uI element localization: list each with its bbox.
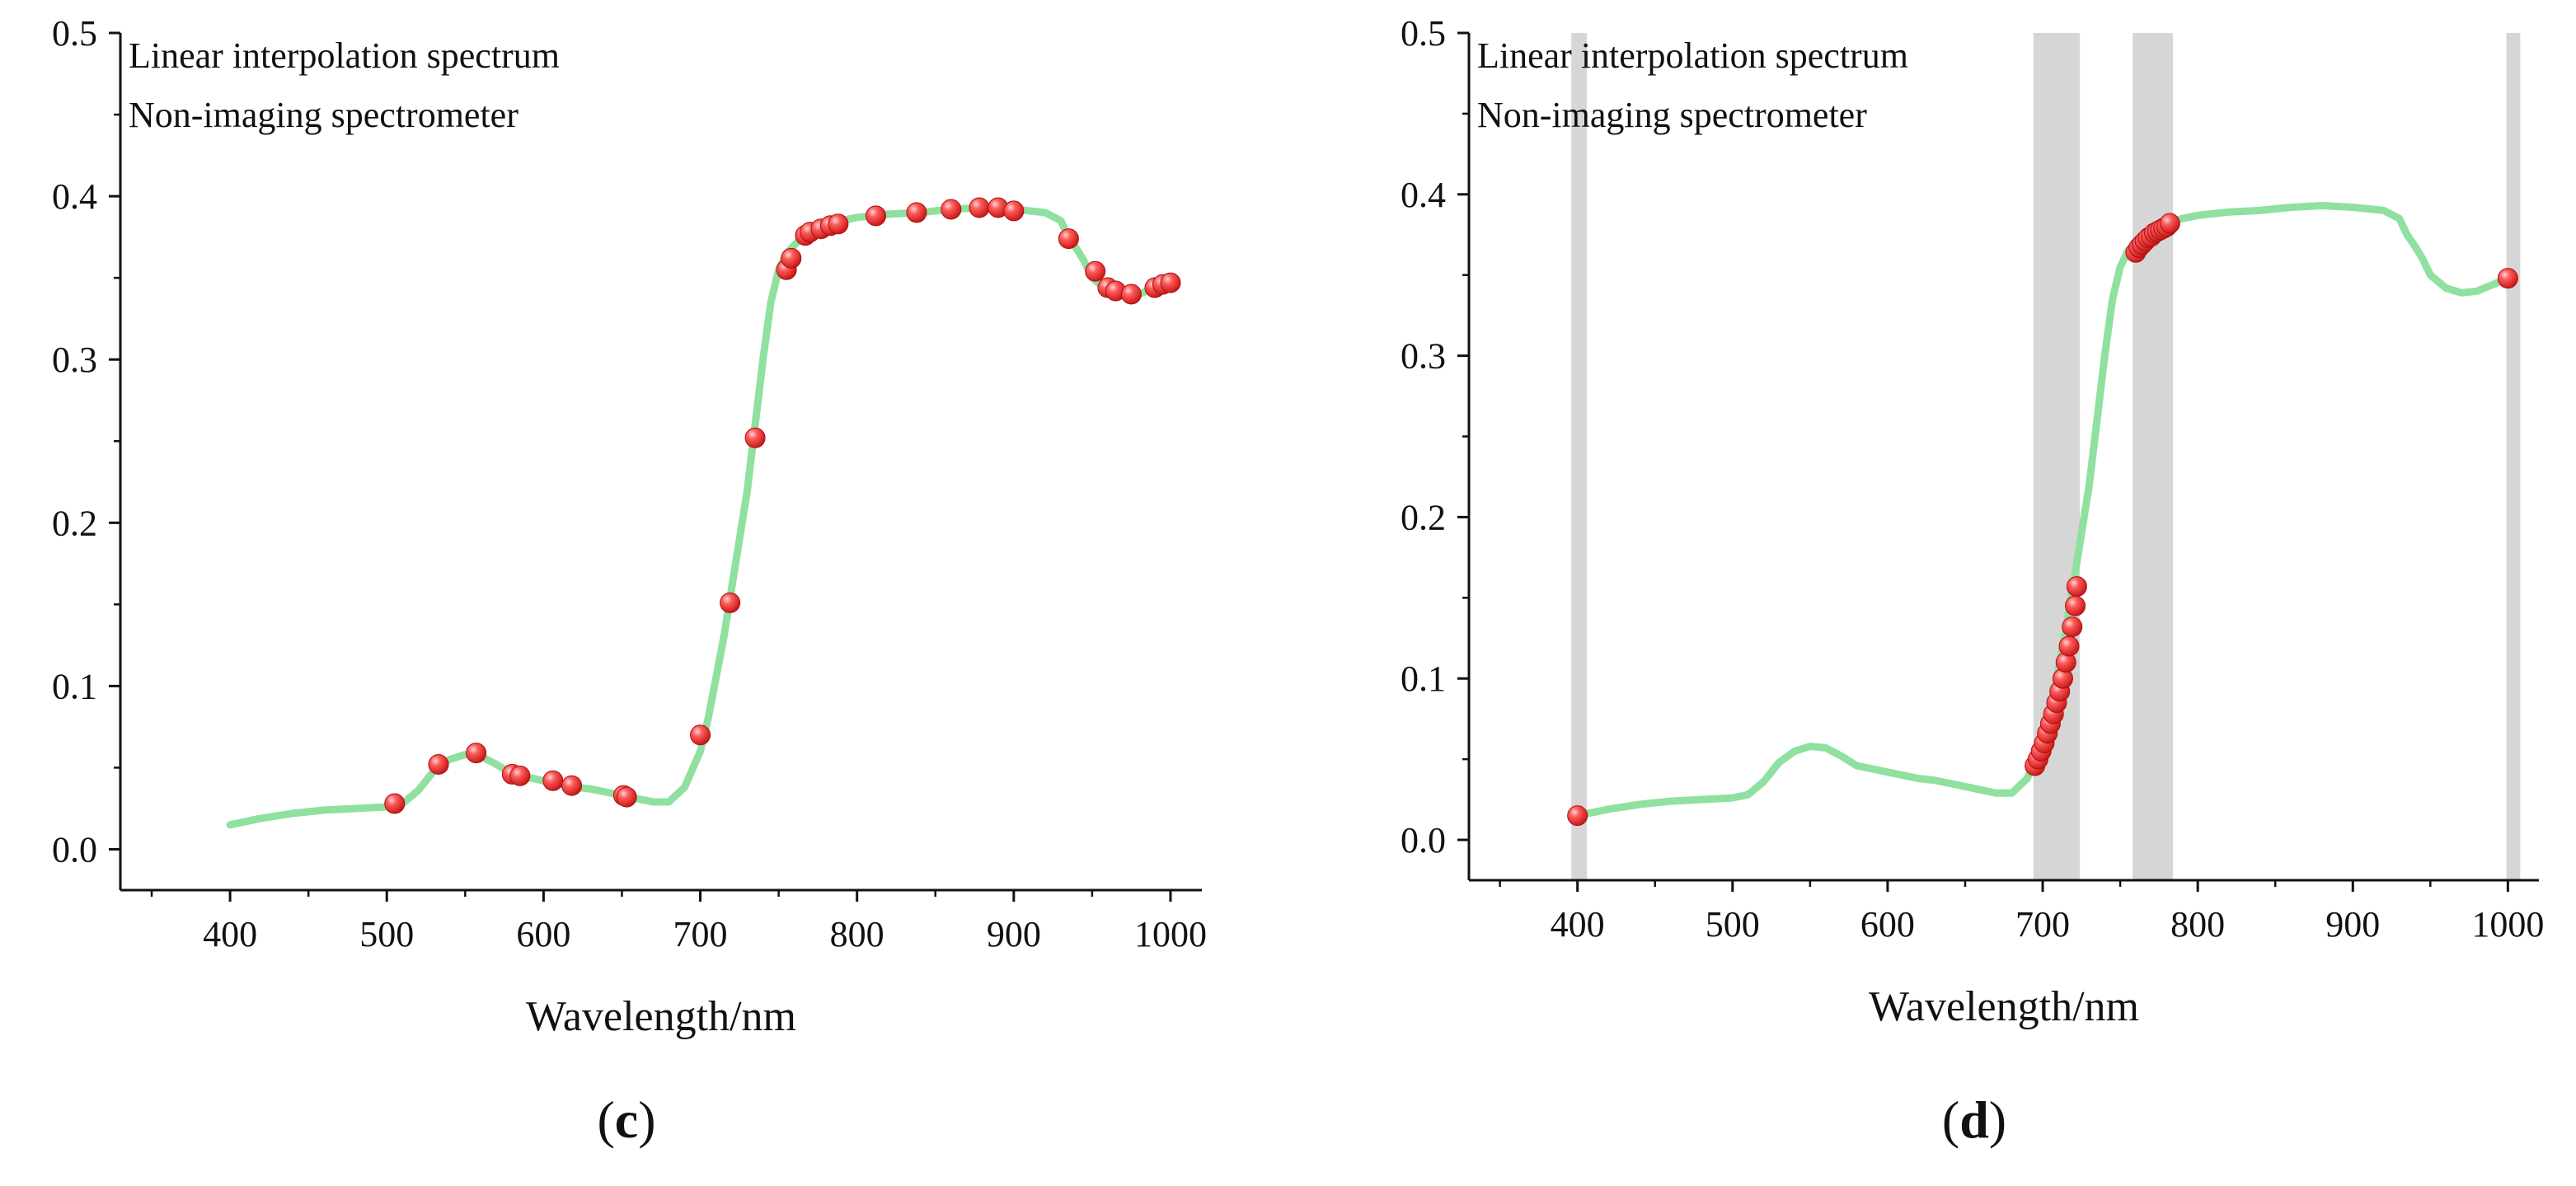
spectrometer-point (509, 765, 531, 786)
y-tick-label: 0.0 (52, 829, 97, 870)
y-tick-label: 0.3 (1401, 336, 1446, 377)
y-tick-label: 0.0 (1401, 820, 1446, 860)
x-tick-label: 1000 (1134, 914, 1207, 954)
x-tick-label: 800 (830, 914, 884, 954)
chart-panel-d: 0.0 0.1 0.2 0.3 0.4 0.5 400 500 600 700 800 900 1000… (1401, 13, 2544, 1149)
x-tick-label: 700 (2015, 904, 2070, 945)
spectrometer-point (1567, 805, 1588, 827)
x-tick-label: 800 (2170, 904, 2225, 945)
y-tick-label: 0.1 (1401, 659, 1446, 699)
x-tick-label: 400 (1551, 904, 1605, 945)
interpolation-line (226, 204, 1175, 829)
selected-band-0 (1571, 33, 1587, 880)
x-axis-title: Wavelength/nm (1869, 983, 2139, 1030)
y-tick-label: 0.5 (1401, 13, 1446, 54)
spectrometer-point (466, 743, 487, 764)
x-tick-label: 900 (2325, 904, 2380, 945)
spectrometer-point (1003, 200, 1025, 222)
spectrometer-point (2497, 268, 2518, 289)
spectrometer-point (542, 770, 564, 791)
spectrometer-point (616, 786, 637, 808)
legend-entry-0: Linear interpolation spectrum (1477, 35, 1908, 76)
legend-entry-0: Linear interpolation spectrum (129, 35, 560, 76)
y-tick-label: 0.5 (52, 13, 97, 54)
x-tick-label: 500 (1706, 904, 1760, 945)
spectrometer-point (690, 724, 711, 746)
spectrometer-point (2062, 616, 2083, 638)
spectrometer-point (906, 202, 927, 223)
x-tick-label: 900 (987, 914, 1041, 954)
spectrometer-point (2058, 635, 2080, 657)
x-tick-label: 1000 (2471, 904, 2544, 945)
spectrometer-point (1085, 260, 1106, 282)
x-tick-label: 600 (516, 914, 570, 954)
spectrometer-point (2066, 576, 2087, 598)
spectrometer-point (941, 199, 962, 220)
spectrometer-point (828, 213, 849, 235)
spectrometer-point (865, 205, 886, 227)
spectrometer-point (428, 753, 449, 775)
x-tick-label: 600 (1860, 904, 1915, 945)
selected-band-3 (2506, 33, 2521, 880)
x-tick-label: 500 (359, 914, 414, 954)
spectrometer-point (2065, 595, 2086, 616)
legend-entry-1: Non-imaging spectrometer (129, 95, 518, 135)
spectrometer-point (561, 775, 583, 796)
legend-entry-1: Non-imaging spectrometer (1477, 95, 1867, 135)
panel-label: (c) (597, 1090, 655, 1149)
x-tick-label: 400 (203, 914, 257, 954)
y-tick-label: 0.2 (52, 503, 97, 543)
x-axis-title: Wavelength/nm (526, 993, 796, 1040)
selected-band-2 (2133, 33, 2174, 880)
spectrometer-point (720, 592, 741, 613)
y-tick-label: 0.2 (1401, 497, 1446, 537)
y-tick-label: 0.1 (52, 666, 97, 706)
y-tick-label: 0.3 (52, 340, 97, 380)
spectrometer-point (384, 793, 406, 814)
panel-label: (d) (1942, 1090, 2006, 1149)
spectrometer-point (1160, 272, 1181, 293)
spectrometer-point (2159, 213, 2180, 234)
spectrometer-point (969, 197, 990, 218)
chart-panel-c: 0.0 0.1 0.2 0.3 0.4 0.5 400 500 600 700 800 900 1000… (52, 13, 1207, 1149)
spectrometer-point (1120, 284, 1142, 305)
x-tick-label: 700 (673, 914, 728, 954)
y-tick-label: 0.4 (52, 176, 97, 217)
interpolation-line (1574, 202, 2512, 820)
spectrometer-point (1058, 228, 1079, 250)
spectrometer-point (781, 247, 802, 269)
spectrometer-point (744, 427, 766, 448)
y-tick-label: 0.4 (1401, 175, 1446, 215)
